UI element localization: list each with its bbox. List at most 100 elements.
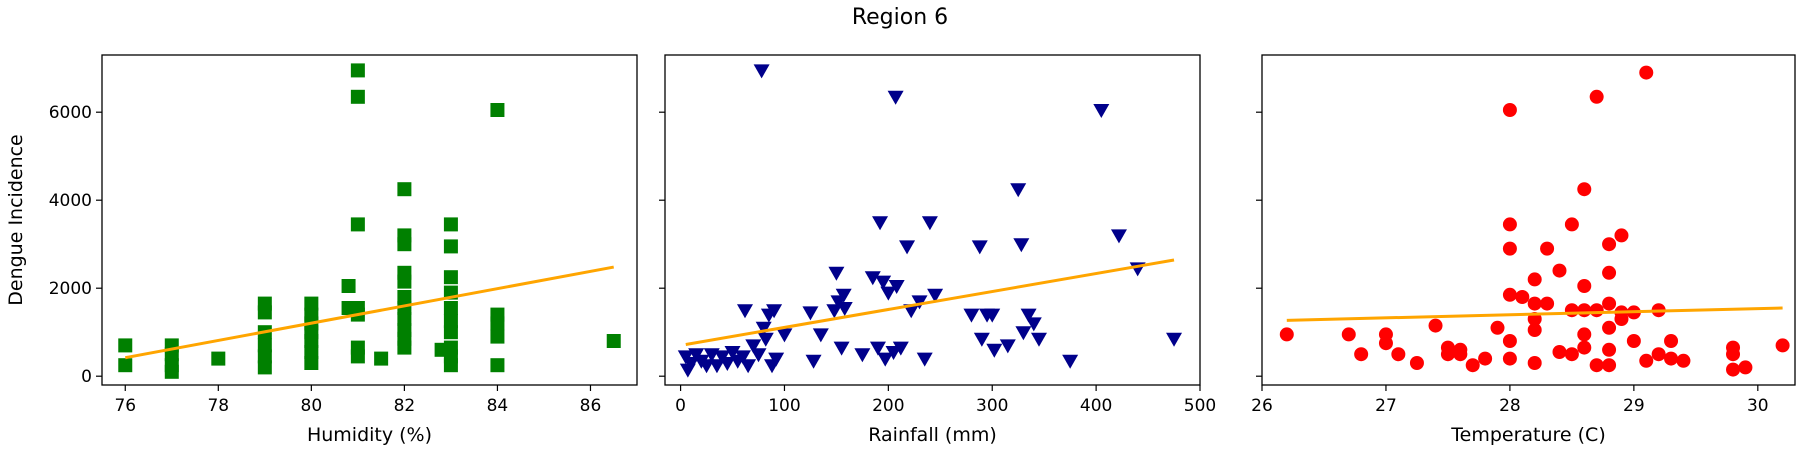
data-point xyxy=(724,346,741,360)
data-point xyxy=(805,354,822,369)
data-point xyxy=(1465,358,1480,373)
data-point xyxy=(1602,358,1617,373)
x-tick-label: 76 xyxy=(114,396,136,416)
data-point xyxy=(350,89,365,104)
x-tick-label: 86 xyxy=(580,396,602,416)
data-point xyxy=(708,359,725,374)
data-point xyxy=(1015,326,1032,341)
data-points xyxy=(118,63,621,379)
data-point xyxy=(257,360,272,375)
data-point xyxy=(1527,323,1542,337)
x-tick-label: 200 xyxy=(872,396,904,416)
figure-title: Region 6 xyxy=(852,5,948,30)
data-point xyxy=(1440,347,1455,362)
x-tick-label: 100 xyxy=(768,396,800,416)
x-tick-label: 84 xyxy=(487,396,509,416)
data-point xyxy=(888,280,905,294)
data-point xyxy=(164,364,179,379)
data-point xyxy=(1166,332,1183,347)
data-point xyxy=(869,341,886,356)
data-point xyxy=(1527,272,1542,287)
x-tick-label: 500 xyxy=(1184,396,1216,416)
data-point xyxy=(211,351,226,366)
data-point xyxy=(304,356,319,370)
data-point xyxy=(1775,338,1790,353)
data-point xyxy=(350,63,365,78)
data-point xyxy=(257,349,272,364)
data-point xyxy=(736,304,753,319)
data-point xyxy=(973,332,990,347)
data-point xyxy=(835,288,852,303)
y-tick-label: 2000 xyxy=(49,279,92,299)
data-point xyxy=(1020,308,1037,323)
data-point xyxy=(1093,104,1110,118)
data-point xyxy=(698,359,715,374)
x-tick-label: 300 xyxy=(976,396,1008,416)
data-point xyxy=(1062,354,1079,369)
x-axis-label: Rainfall (mm) xyxy=(868,424,997,446)
subplot-1: 76 78 80 82 84 86 0 2000 4000 6000 Humidity (%) Den… xyxy=(5,54,638,446)
data-point xyxy=(757,332,774,347)
data-point xyxy=(1577,279,1592,293)
x-tick-label: 80 xyxy=(301,396,323,416)
x-tick-label: 82 xyxy=(394,396,416,416)
data-point xyxy=(1651,347,1666,362)
data-point xyxy=(1409,356,1424,370)
data-point xyxy=(1577,340,1592,355)
data-point xyxy=(892,341,909,356)
data-point xyxy=(443,270,458,285)
data-point xyxy=(984,308,1001,323)
data-point xyxy=(1502,334,1517,348)
data-point xyxy=(1614,228,1629,243)
data-point xyxy=(875,275,892,290)
x-axis-label: Humidity (%) xyxy=(307,424,432,446)
data-point xyxy=(802,306,819,321)
data-point xyxy=(921,216,938,231)
data-point xyxy=(1602,296,1617,311)
data-point xyxy=(443,239,458,254)
data-point xyxy=(350,217,365,232)
x-tick-label: 0 xyxy=(675,396,686,416)
data-point xyxy=(1589,303,1604,318)
data-point xyxy=(490,358,505,373)
x-tick-label: 400 xyxy=(1080,396,1112,416)
data-point xyxy=(927,288,944,303)
data-point xyxy=(1552,263,1567,278)
data-point xyxy=(397,312,412,326)
data-point xyxy=(1726,362,1741,377)
data-point xyxy=(1341,327,1356,342)
data-point xyxy=(1540,296,1555,311)
data-point xyxy=(1502,103,1517,117)
data-point xyxy=(350,349,365,364)
data-point xyxy=(864,271,881,286)
data-point xyxy=(1726,347,1741,362)
data-point xyxy=(1602,237,1617,252)
data-point xyxy=(443,314,458,329)
data-point xyxy=(397,290,412,304)
data-point xyxy=(999,339,1016,354)
data-point xyxy=(1490,320,1505,335)
data-point xyxy=(490,329,505,344)
x-axis-label: Temperature (C) xyxy=(1450,424,1606,446)
data-point xyxy=(1564,217,1579,232)
data-point xyxy=(443,325,458,340)
data-point xyxy=(833,341,850,356)
data-point xyxy=(828,266,845,281)
data-point xyxy=(1540,241,1555,256)
data-point xyxy=(899,240,916,255)
data-points xyxy=(677,64,1183,378)
data-point xyxy=(341,279,356,293)
data-point xyxy=(606,334,621,348)
data-point xyxy=(854,348,871,363)
data-point xyxy=(1453,347,1468,362)
data-point xyxy=(812,328,829,343)
data-point xyxy=(734,350,751,365)
data-point xyxy=(776,328,793,343)
data-point xyxy=(916,352,933,367)
data-point xyxy=(682,357,699,371)
data-point xyxy=(755,321,772,336)
data-point xyxy=(1639,65,1654,80)
data-point xyxy=(1279,327,1294,342)
data-point xyxy=(304,345,319,359)
data-point xyxy=(1110,229,1127,244)
